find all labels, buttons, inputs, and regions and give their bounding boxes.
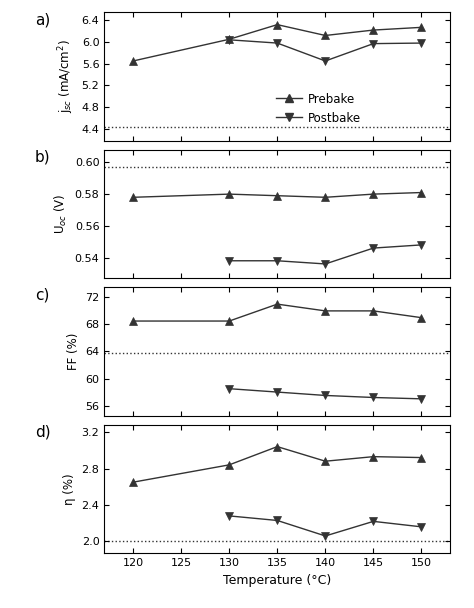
Text: c): c) — [35, 287, 49, 302]
Legend: Prebake, Postbake: Prebake, Postbake — [276, 92, 361, 125]
Text: a): a) — [35, 12, 50, 27]
X-axis label: Temperature (°C): Temperature (°C) — [223, 574, 331, 587]
Y-axis label: U$_{oc}$ (V): U$_{oc}$ (V) — [53, 194, 69, 234]
Y-axis label: j$_{sc}$ (mA/cm$^2$): j$_{sc}$ (mA/cm$^2$) — [56, 40, 76, 113]
Y-axis label: FF (%): FF (%) — [67, 333, 80, 370]
Text: d): d) — [35, 425, 51, 440]
Y-axis label: η (%): η (%) — [63, 473, 76, 505]
Text: b): b) — [35, 150, 51, 165]
